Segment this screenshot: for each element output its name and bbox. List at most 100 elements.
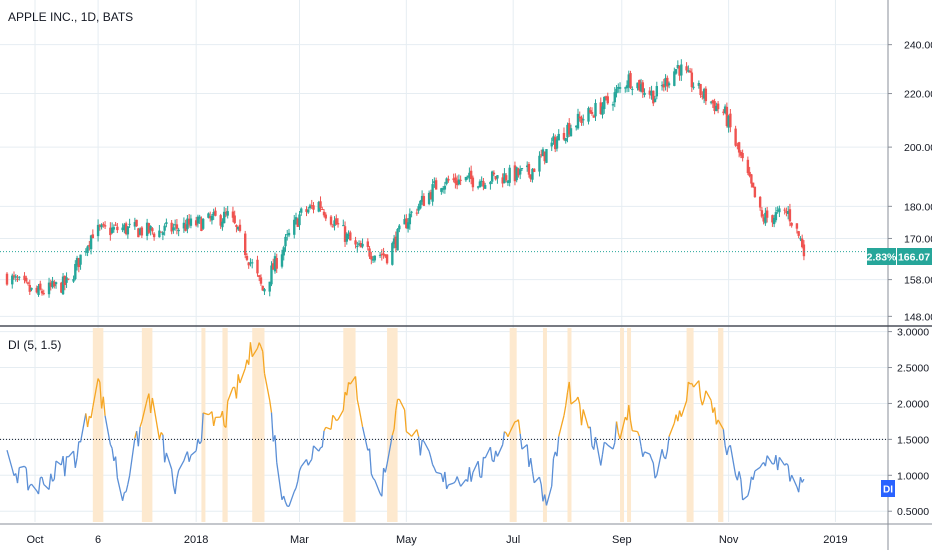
di-line-segment [765,456,767,467]
di-line-segment [429,451,431,457]
candle-body [72,279,74,282]
di-line-segment [289,492,294,507]
di-line-segment [420,440,422,455]
di-line-segment [490,447,492,460]
candle-body [528,164,530,175]
di-line-segment [19,466,24,467]
candle-body [797,231,799,236]
candle-body [141,228,143,236]
candle-body [692,87,694,88]
di-line-segment [779,457,784,465]
di-line-segment [653,463,655,478]
candle-body [521,168,523,169]
candle-body [582,119,584,120]
candle-body [15,276,17,277]
candle-body [603,97,605,109]
di-line-segment [18,468,20,483]
di-line-segment [639,436,641,446]
di-line-segment [331,415,333,429]
di-line-segment [154,408,159,439]
di-line-segment [238,374,240,383]
candle-body [79,255,81,265]
di-line-segment [357,400,359,408]
di-line-segment [39,478,41,494]
di-line-segment [485,447,490,458]
di-line-segment [65,456,67,476]
di-line-segment [471,472,473,481]
candle-body [570,128,572,136]
candle-body [631,89,633,90]
di-line-segment [546,486,551,505]
di-line-segment [559,416,564,437]
candle-body [465,177,467,180]
di-line-segment [461,479,466,486]
di-line-segment [652,459,654,463]
candle-body [55,282,57,284]
candle-body [114,225,116,226]
candlestick-layer [0,59,888,298]
di-line-segment [130,438,135,476]
di-line-segment [469,467,471,481]
di-line-segment [116,457,118,478]
highlight-band [222,328,227,522]
di-line-segment [310,459,312,462]
candle-body [717,104,719,110]
di-line-segment [200,441,202,443]
candle-body [67,279,69,280]
highlight-band [687,328,694,522]
candle-body [680,64,682,75]
candle-body [761,210,763,216]
di-line-segment [503,432,505,445]
di-line-segment [706,391,711,401]
candle-body [435,180,437,189]
indicator-badge-label: DI [883,485,893,496]
di-line-segment [518,420,520,434]
candle-body [416,213,418,214]
x-tick-label: Sep [612,534,632,546]
candle-body [284,237,286,246]
highlight-band [387,328,398,522]
di-line-segment [753,471,755,480]
di-line-segment [667,436,669,451]
candle-body [281,254,283,266]
di-line-segment [138,427,140,446]
candle-body [74,264,76,279]
candle-body [409,214,411,225]
di-line-segment [81,413,86,442]
di-tick-label: 2.5000 [897,363,929,375]
di-line-segment [482,457,484,477]
di-line-segment [457,477,459,482]
di-line-segment [324,427,326,431]
di-line-segment [799,477,801,492]
di-line-segment [338,410,343,420]
candle-body [656,86,658,96]
change-pct-label: 2.83% [867,252,897,264]
di-line-segment [702,400,704,405]
candle-body [691,73,693,88]
candle-body [263,289,265,291]
di-line-segment [371,474,373,478]
candle-body [30,288,32,290]
di-line-segment [271,413,273,442]
candle-body [18,277,20,278]
di-line-segment [117,478,122,501]
candle-body [614,92,616,102]
highlight-band [627,328,631,522]
indicator-title[interactable]: DI (5, 1.5) [8,338,61,352]
di-line-segment [743,496,748,500]
candle-body [202,219,204,229]
di-line-segment [643,452,645,457]
candle-body [505,175,507,180]
candle-body [551,143,553,147]
candle-body [16,279,18,280]
di-line-segment [32,484,37,491]
candle-body [591,112,593,114]
di-line-segment [75,458,77,468]
candle-body [759,197,761,208]
symbol-title[interactable]: APPLE INC., 1D, BATS [8,10,133,24]
di-line-segment [110,444,112,448]
candle-body [556,140,558,149]
candle-body [163,226,165,231]
